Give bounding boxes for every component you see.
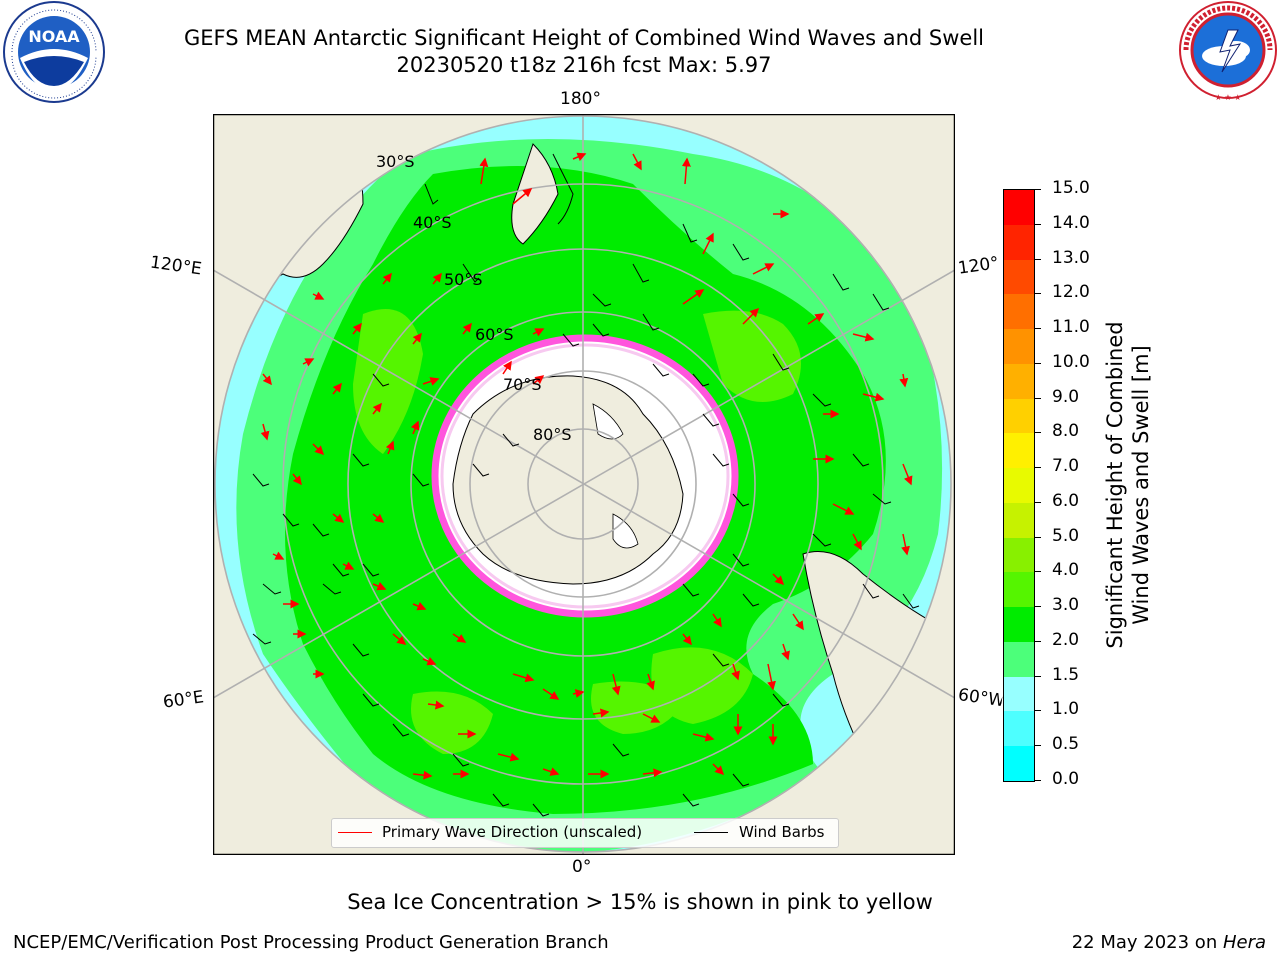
colorbar-tick-label: 0.0 [1052, 769, 1080, 789]
noaa-logo-text: NOAA [28, 27, 80, 46]
footer-host: Hera [1222, 932, 1266, 953]
meridian-lines [213, 114, 955, 855]
colorbar-tick-label: 6.0 [1052, 490, 1080, 511]
map-legend: Primary Wave Direction (unscaled) Wind B… [331, 818, 839, 848]
footer-date-text: 22 May 2023 on [1071, 932, 1223, 953]
colorbar [1003, 189, 1035, 782]
map-frame [213, 114, 955, 855]
lon-label-60e: 60°E [161, 687, 206, 713]
colorbar-segment [1004, 607, 1034, 643]
lat-label-80s: 80°S [533, 425, 572, 444]
sea-ice-note: Sea Ice Concentration > 15% is shown in … [347, 890, 933, 914]
new-zealand-land [511, 143, 559, 245]
noaa-logo: NOAA [0, 0, 108, 112]
colorbar-tick-label: 7.0 [1052, 456, 1080, 477]
colorbar-tick-mark [1034, 467, 1041, 469]
lon-label-120w: 120°W [956, 253, 1000, 279]
legend-wind-barbs: Wind Barbs [739, 823, 825, 841]
legend-wave-direction: Primary Wave Direction (unscaled) [382, 823, 643, 841]
colorbar-tick-label: 15.0 [1052, 178, 1090, 198]
colorbar-tick-mark [1034, 362, 1041, 364]
footer-date: 22 May 2023 on Hera [1072, 932, 1266, 953]
colorbar-segment [1004, 294, 1034, 330]
lon-label-60w: 60°W [956, 685, 1004, 711]
colorbar-segment [1004, 746, 1034, 782]
colorbar-tick-mark [1034, 293, 1041, 295]
colorbar-tick-mark [1034, 640, 1041, 642]
colorbar-segment [1004, 433, 1034, 469]
wind-barb-swatch [694, 832, 728, 833]
colorbar-segment [1004, 641, 1034, 678]
colorbar-segment [1004, 363, 1034, 400]
colorbar-label: Significant Height of Combined Wind Wave… [1102, 321, 1154, 648]
lon-label-180: 180° [560, 89, 601, 109]
lat-label-40s: 40°S [413, 213, 452, 232]
footer-credit: NCEP/EMC/Verification Post Processing Pr… [13, 932, 609, 953]
colorbar-segment [1004, 468, 1034, 504]
lat-label-30s: 30°S [376, 152, 415, 171]
lon-label-120e: 120°E [148, 252, 203, 280]
colorbar-segment [1004, 572, 1034, 608]
colorbar-segment [1004, 398, 1034, 434]
colorbar-tick-mark [1034, 258, 1041, 260]
colorbar-tick-mark [1034, 675, 1041, 677]
colorbar-segment [1004, 329, 1034, 365]
colorbar-tick-label: 12.0 [1052, 282, 1090, 303]
svg-text:★ ★ ★: ★ ★ ★ [1215, 93, 1242, 102]
colorbar-tick-label: 11.0 [1052, 317, 1090, 338]
colorbar-tick-mark [1034, 536, 1041, 538]
colorbar-tick-label: 4.0 [1052, 560, 1080, 581]
colorbar-tick-label: 1.0 [1052, 699, 1080, 720]
colorbar-tick-mark [1034, 606, 1041, 608]
nws-logo: ★ ★ ★ [1176, 0, 1280, 108]
colorbar-tick-label: 2.0 [1052, 629, 1080, 650]
chart-subtitle: 20230520 t18z 216h fcst Max: 5.97 [396, 53, 772, 77]
colorbar-tick-label: 5.0 [1052, 525, 1080, 546]
wave-height-map [213, 114, 955, 855]
lat-label-60s: 60°S [475, 325, 514, 344]
colorbar-tick-mark [1034, 780, 1041, 781]
colorbar-tick-label: 0.5 [1052, 734, 1080, 755]
colorbar-tick-label: 9.0 [1052, 386, 1080, 407]
colorbar-tick-mark [1034, 397, 1041, 399]
colorbar-tick-mark [1034, 571, 1041, 573]
wind-barbs [252, 183, 920, 817]
wave-direction-arrows [260, 152, 913, 780]
wave-direction-swatch [338, 832, 372, 833]
colorbar-tick-label: 8.0 [1052, 421, 1080, 442]
colorbar-segment [1004, 502, 1034, 539]
colorbar-tick-label: 10.0 [1052, 351, 1090, 372]
colorbar-tick-mark [1034, 501, 1041, 503]
colorbar-segment [1004, 259, 1034, 295]
colorbar-label-line1: Significant Height of Combined [1103, 321, 1127, 649]
colorbar-tick-label: 13.0 [1052, 247, 1090, 268]
lat-label-50s: 50°S [444, 270, 483, 289]
lat-label-70s: 70°S [503, 375, 542, 394]
lon-label-0: 0° [572, 857, 592, 877]
colorbar-tick-label: 1.5 [1052, 664, 1080, 685]
wave-band-5m [353, 309, 423, 454]
chart-title: GEFS MEAN Antarctic Significant Height o… [183, 26, 985, 50]
colorbar-tick-mark [1034, 432, 1041, 434]
colorbar-tick-mark [1034, 745, 1041, 747]
colorbar-tick-mark [1034, 189, 1041, 190]
colorbar-segment [1004, 224, 1034, 260]
colorbar-segment [1004, 711, 1034, 747]
colorbar-tick-mark [1034, 223, 1041, 225]
colorbar-tick-mark [1034, 710, 1041, 712]
colorbar-tick-label: 3.0 [1052, 595, 1080, 616]
colorbar-tick-mark [1034, 328, 1041, 330]
colorbar-label-line2: Wind Waves and Swell [m] [1129, 345, 1153, 625]
colorbar-segment [1004, 676, 1034, 712]
colorbar-segment [1004, 190, 1034, 226]
colorbar-segment [1004, 537, 1034, 573]
colorbar-tick-label: 14.0 [1052, 212, 1090, 233]
